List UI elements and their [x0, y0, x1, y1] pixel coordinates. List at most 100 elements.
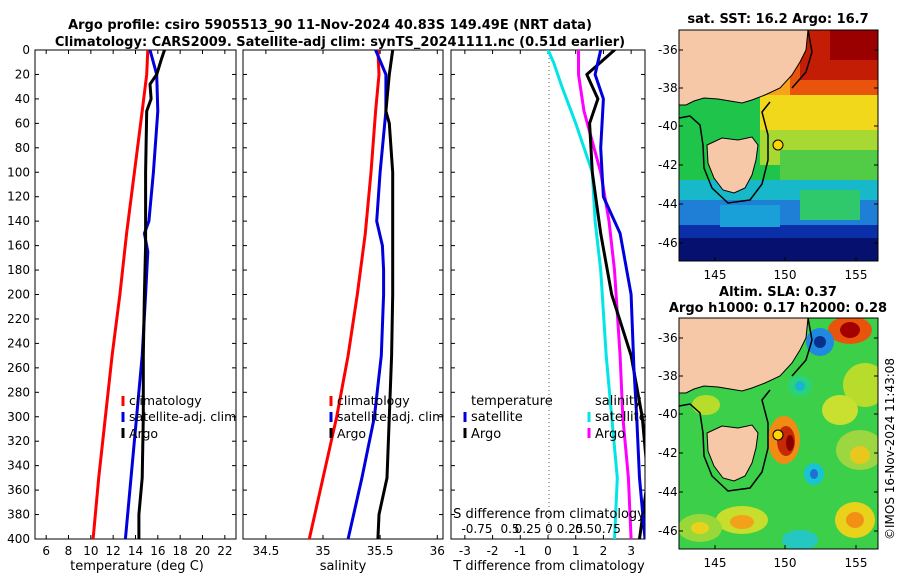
s-diff-tick-label: 0 [545, 522, 553, 536]
x-tick-label: 0 [544, 544, 552, 558]
sla-map-field [679, 318, 878, 549]
salinity-legend: climatology satellite-adj. clim Argo [329, 393, 444, 441]
profile-line-argo [376, 50, 395, 539]
difference-x-tick-labels: -3 -2 -1 0 1 2 3 [459, 544, 635, 558]
map-lat-label: -38 [658, 369, 678, 383]
legend-label-argo: Argo [337, 426, 366, 441]
legend-label-satellite: satellite-adj. clim [129, 409, 236, 424]
argo-float-marker [772, 429, 784, 441]
x-tick-label: 36 [430, 544, 445, 558]
legend-header-salinity: salinity [595, 394, 642, 409]
map-lon-label: 155 [845, 268, 868, 282]
depth-tick-label: 80 [15, 141, 30, 155]
map-lat-label: -40 [658, 119, 678, 133]
depth-tick-label: 20 [15, 67, 30, 81]
map-lat-label: -46 [658, 524, 678, 538]
t-difference-axis-label: T difference from climatology [452, 559, 645, 574]
x-tick-label: 3 [627, 544, 635, 558]
profile-line-t-satellite [546, 50, 619, 539]
x-tick-label: 12 [106, 544, 121, 558]
legend-label-climatology: climatology [337, 393, 410, 408]
profile-line-argo [137, 50, 166, 539]
temperature-profiles [91, 50, 166, 539]
x-tick-label: -2 [487, 544, 499, 558]
x-tick-label: 35.5 [367, 544, 394, 558]
x-tick-label: 6 [42, 544, 50, 558]
map-lat-label: -42 [658, 446, 678, 460]
legend-header-temperature: temperature [471, 394, 553, 409]
x-tick-label: 18 [173, 544, 188, 558]
salinity-x-tick-labels: 34.5 35 35.5 36 [252, 544, 444, 558]
legend-label-argo: Argo [129, 426, 158, 441]
depth-tick-label: 0 [22, 43, 30, 57]
x-tick-label: 14 [128, 544, 143, 558]
figure-title-line2: Climatology: CARS2009. Satellite-adj cli… [55, 35, 625, 50]
s-diff-tick-label: 0.25 [557, 522, 584, 536]
map-lon-label: 145 [704, 268, 727, 282]
map-lon-label: 155 [845, 556, 868, 570]
x-tick-label: 22 [217, 544, 232, 558]
x-tick-label: 2 [600, 544, 608, 558]
salinity-axes-box [242, 49, 444, 540]
difference-panel: -3 -2 -1 0 1 2 3 T difference from climatology… [450, 49, 647, 574]
legend-label-t-argo: Argo [471, 427, 501, 442]
sla-map: Altim. SLA: 0.37 Argo h1000: 0.17 h2000:… [658, 285, 887, 570]
temperature-tick-marks [35, 49, 236, 540]
x-tick-label: 35 [315, 544, 330, 558]
temperature-axes-box [34, 49, 237, 540]
temperature-legend: climatology satellite-adj. clim Argo [121, 393, 236, 441]
sst-map: sat. SST: 16.2 Argo: 16.7 [658, 12, 879, 282]
sst-map-field [679, 30, 878, 261]
x-tick-label: -1 [514, 544, 526, 558]
map-lat-label: -36 [658, 331, 678, 345]
x-tick-label: 20 [195, 544, 210, 558]
x-tick-label: 10 [83, 544, 98, 558]
sla-map-ticks: -36 -38 -40 -42 -44 -46 145 150 155 [658, 331, 878, 570]
depth-tick-label: 360 [7, 483, 30, 497]
argo-float-marker [772, 139, 784, 151]
s-difference-tick-labels: -0.75 0.50.25 0 0.250.50.75 [461, 522, 620, 536]
s-difference-axis-label: S difference from climatology [453, 507, 645, 522]
difference-profiles [546, 50, 645, 539]
profile-line-t-argo [585, 50, 645, 539]
sla-map-frame [678, 317, 879, 550]
map-lat-label: -36 [658, 43, 678, 57]
profile-line-climatology [307, 50, 381, 539]
figure-title-line1: Argo profile: csiro 5905513_90 11-Nov-20… [68, 18, 592, 33]
temperature-axis-label: temperature (deg C) [70, 559, 204, 574]
map-lon-label: 145 [704, 556, 727, 570]
map-lon-label: 150 [774, 268, 797, 282]
map-lon-label: 150 [774, 556, 797, 570]
depth-tick-label: 380 [7, 508, 30, 522]
s-diff-tick-label: 0.50.75 [575, 522, 621, 536]
profile-line-s-satellite [577, 50, 633, 539]
s-diff-tick-label: -0.75 [461, 522, 492, 536]
depth-tick-label: 260 [7, 361, 30, 375]
depth-tick-label: 300 [7, 410, 30, 424]
map-lat-label: -40 [658, 407, 678, 421]
depth-tick-label: 160 [7, 239, 30, 253]
x-tick-label: -3 [459, 544, 471, 558]
x-tick-label: 16 [150, 544, 165, 558]
x-tick-label: 8 [65, 544, 73, 558]
s-diff-tick-label: 0.5 [500, 522, 519, 536]
depth-tick-label: 340 [7, 459, 30, 473]
depth-tick-label: 120 [7, 190, 30, 204]
depth-tick-label: 140 [7, 214, 30, 228]
salinity-axis-label: salinity [320, 559, 367, 574]
depth-tick-label: 100 [7, 165, 30, 179]
sst-map-frame [678, 29, 879, 262]
s-diff-tick-label: 0.25 [515, 522, 542, 536]
legend-label-t-satellite: satellite [471, 410, 523, 425]
difference-legend: temperature satellite Argo salinity sate… [463, 394, 647, 442]
imos-timestamp: ©IMOS 16-Nov-2024 11:43:08 [883, 358, 897, 540]
map-lat-label: -44 [658, 485, 678, 499]
depth-tick-label: 60 [15, 116, 30, 130]
map-lat-label: -44 [658, 197, 678, 211]
profile-line-climatology [91, 50, 150, 539]
sla-map-title-line2: Argo h1000: 0.17 h2000: 0.28 [669, 301, 887, 316]
salinity-profiles [307, 50, 395, 539]
depth-tick-label: 400 [7, 532, 30, 546]
depth-tick-label: 40 [15, 92, 30, 106]
